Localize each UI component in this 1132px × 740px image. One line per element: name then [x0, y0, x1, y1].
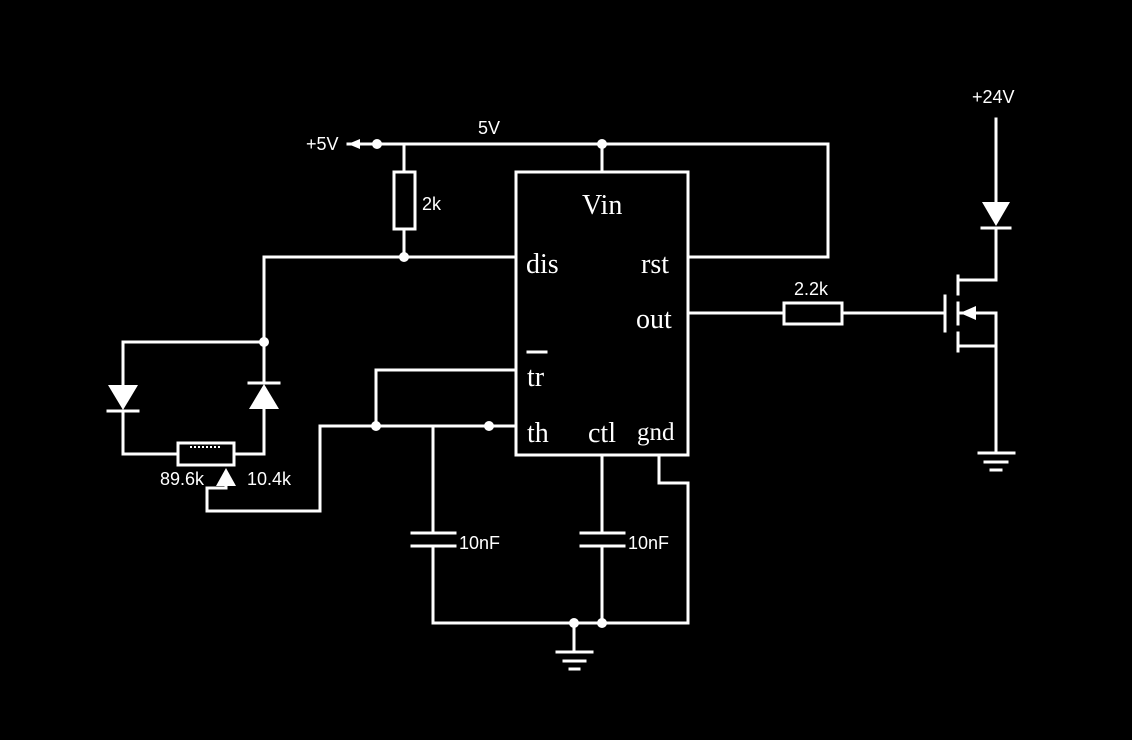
capacitor-ctl	[579, 453, 626, 625]
ground-bus	[431, 453, 690, 654]
pin-ctl: ctl	[588, 418, 616, 449]
pin-th: th	[527, 418, 549, 449]
rail-5v-label: 5V	[478, 118, 500, 138]
pin-out: out	[636, 304, 672, 335]
capacitor-timing	[410, 531, 457, 625]
potentiometer	[176, 441, 236, 467]
capacitor-timing-label: 10nF	[459, 533, 500, 553]
pin-dis: dis	[526, 249, 559, 280]
diode-right	[249, 384, 279, 409]
pin-vin: Vin	[582, 190, 622, 221]
load-diode	[980, 117, 1012, 230]
ground-icon	[555, 650, 594, 671]
pin-gnd: gnd	[637, 419, 675, 446]
ground-icon	[977, 451, 1016, 472]
pot-right-label: 10.4k	[247, 469, 292, 489]
diode-left	[108, 385, 138, 410]
pot-left-label: 89.6k	[160, 469, 205, 489]
resistor-2k	[392, 142, 417, 259]
resistor-2-2k	[686, 301, 947, 326]
resistor-2-2k-label: 2.2k	[794, 279, 829, 299]
plus24v-label: +24V	[972, 87, 1015, 107]
capacitor-ctl-label: 10nF	[628, 533, 669, 553]
resistor-2k-label: 2k	[422, 194, 442, 214]
mosfet	[943, 226, 998, 455]
pin-rst: rst	[641, 249, 669, 280]
rail-junction	[372, 139, 382, 149]
diode-network	[106, 340, 322, 513]
dis-net	[259, 252, 518, 347]
plus5v-label: +5V	[306, 134, 339, 154]
trigger-threshold-net	[318, 368, 518, 535]
pin-tr: tr	[527, 362, 545, 393]
supply-rail	[346, 139, 830, 259]
